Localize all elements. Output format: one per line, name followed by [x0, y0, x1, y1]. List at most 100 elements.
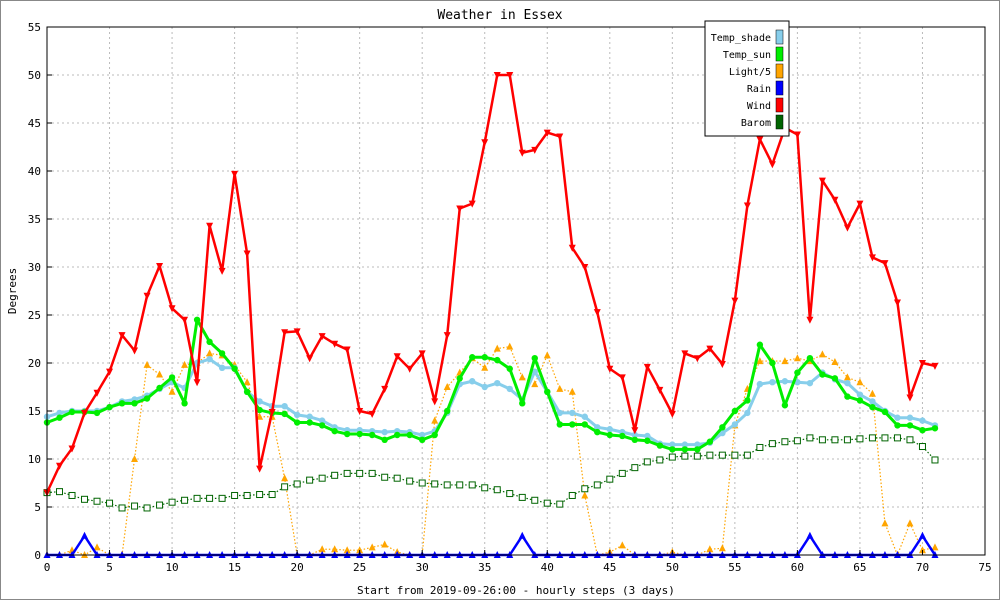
data-point-wind [931, 362, 939, 370]
data-point-temp-sun [431, 431, 438, 439]
series-line-rain [47, 534, 937, 557]
data-point-wind [181, 316, 189, 324]
data-point-temp-sun [544, 388, 551, 395]
data-point-temp-shade [781, 378, 789, 385]
data-point-barom [206, 494, 214, 502]
data-point-wind [543, 129, 551, 137]
data-point-light- [556, 384, 564, 392]
data-point-temp-shade [744, 409, 751, 417]
data-point-temp-sun [581, 421, 588, 428]
data-point-temp-shade [919, 417, 926, 424]
data-point-barom [418, 479, 426, 487]
data-point-temp-shade [281, 403, 288, 410]
data-point-wind [493, 72, 501, 79]
x-tick-label: 65 [853, 561, 866, 574]
data-point-wind [418, 350, 426, 358]
y-tick-label: 35 [28, 213, 41, 226]
data-point-wind [793, 131, 801, 139]
data-point-temp-sun [231, 365, 238, 372]
data-point-temp-shade [606, 426, 613, 433]
data-point-temp-shade [631, 431, 639, 439]
data-point-temp-sun [594, 428, 601, 436]
data-point-temp-sun [444, 407, 451, 415]
data-point-wind [831, 196, 839, 204]
data-point-temp-sun [619, 432, 626, 440]
data-point-barom [906, 436, 914, 444]
data-point-barom [556, 500, 564, 508]
data-point-barom [881, 434, 889, 442]
data-point-wind [243, 250, 251, 258]
data-point-wind [381, 385, 389, 393]
x-tick-label: 15 [228, 561, 241, 574]
series-line-barom [46, 437, 936, 509]
data-point-light- [531, 380, 539, 388]
legend-swatch [775, 29, 784, 45]
data-point-temp-shade [906, 414, 914, 421]
data-point-wind [643, 363, 651, 371]
data-point-rain [81, 531, 89, 539]
x-tick-label: 45 [603, 561, 616, 574]
data-point-barom [818, 436, 826, 444]
data-point-temp-shade [481, 383, 488, 391]
data-point-light- [493, 344, 501, 352]
y-tick-label: 30 [28, 261, 41, 274]
data-point-wind [456, 205, 464, 213]
data-point-light- [481, 363, 489, 371]
data-point-wind [556, 133, 564, 141]
data-point-rain [918, 531, 926, 539]
data-point-wind [606, 365, 614, 373]
data-point-light- [343, 546, 351, 554]
data-point-wind [518, 149, 526, 157]
data-point-barom [318, 474, 326, 482]
data-point-temp-sun [644, 437, 651, 444]
x-tick-label: 55 [728, 561, 741, 574]
data-point-temp-shade [531, 368, 538, 375]
y-tick-label: 10 [28, 453, 41, 466]
data-point-temp-sun [656, 442, 664, 449]
data-point-light- [781, 357, 789, 365]
x-tick-label: 5 [106, 561, 113, 574]
data-point-barom [768, 440, 776, 448]
data-point-temp-sun [494, 356, 501, 364]
data-point-barom [606, 475, 614, 483]
legend-label: Temp_shade [711, 33, 771, 44]
data-point-barom [406, 477, 414, 485]
data-point-light- [881, 519, 889, 527]
data-point-wind [131, 347, 139, 355]
data-point-temp-shade [756, 380, 764, 388]
data-point-temp-sun [193, 316, 201, 323]
data-point-temp-sun [694, 446, 701, 453]
series-line-temp-sun [46, 318, 936, 451]
data-point-light- [506, 342, 514, 350]
data-point-barom [168, 498, 176, 506]
series-line-temp-shade [46, 357, 936, 447]
data-point-temp-sun [356, 430, 363, 438]
data-point-wind [231, 170, 239, 178]
data-point-temp-sun [406, 431, 413, 439]
series-line-wind [45, 73, 936, 494]
data-point-wind [693, 355, 701, 363]
data-point-temp-sun [569, 421, 576, 428]
data-point-temp-sun [331, 427, 338, 435]
y-tick-label: 25 [28, 309, 41, 322]
data-point-barom [243, 491, 251, 499]
data-point-wind [343, 346, 351, 354]
y-tick-label: 5 [34, 501, 41, 514]
data-point-light- [156, 370, 164, 378]
data-point-wind [568, 244, 576, 252]
data-point-barom [56, 488, 64, 496]
data-point-temp-sun [681, 446, 689, 453]
data-point-barom [218, 494, 226, 502]
data-point-temp-shade [644, 432, 651, 440]
data-point-barom [356, 469, 364, 477]
data-point-wind [906, 394, 914, 402]
data-point-light- [168, 387, 176, 395]
data-point-light- [243, 378, 251, 386]
data-point-barom [856, 435, 864, 443]
data-point-temp-sun [919, 427, 926, 434]
data-point-wind [218, 267, 226, 275]
data-point-wind [668, 410, 676, 418]
legend-swatch [775, 63, 784, 79]
data-point-temp-shade [306, 413, 313, 420]
data-point-temp-sun [606, 431, 613, 439]
